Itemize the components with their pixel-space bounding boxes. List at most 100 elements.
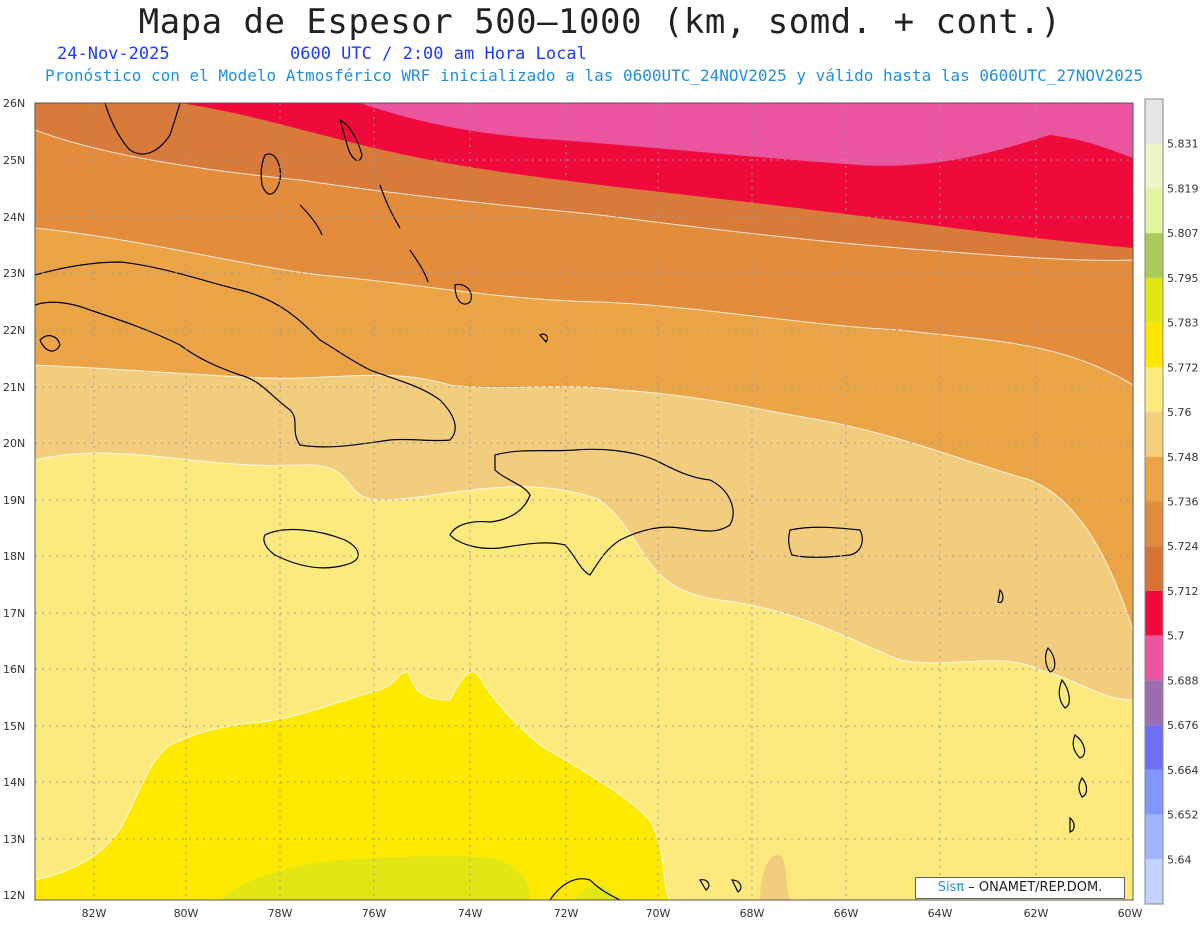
coast-florida (104, 103, 181, 155)
lon-label: 80W (174, 907, 199, 920)
coast-antilles-5 (1078, 776, 1088, 798)
colorbar-swatch (1145, 769, 1163, 815)
band-5748-spot (760, 854, 790, 900)
colorbar-swatch (1145, 814, 1163, 860)
coast-bahamas-andros (260, 153, 281, 195)
colorbar-label: 5.736 (1167, 496, 1199, 509)
lat-label: 14N (3, 776, 25, 789)
colorbar: 5.831 5.819 5.807 5.795 5.783 5.772 5.76 5.748 5… (1144, 98, 1199, 905)
forecast-subtitle: Pronóstico con el Modelo Atmosférico WRF… (45, 66, 1144, 85)
colorbar-swatch (1145, 233, 1163, 278)
lon-label: 62W (1024, 907, 1049, 920)
credit-box: Sisπ – ONAMET/REP.DOM. (915, 877, 1125, 899)
coast-curacao (731, 879, 742, 893)
lon-label: 78W (268, 907, 293, 920)
lat-label: 16N (3, 663, 25, 676)
lat-label: 25N (3, 154, 25, 167)
coast-bahamas-abaco (339, 118, 363, 161)
band-5783 (220, 856, 530, 900)
lat-label: 20N (3, 437, 25, 450)
colorbar-label: 5.772 (1167, 361, 1199, 374)
colorbar-label: 5.807 (1167, 227, 1199, 240)
credit-org: – ONAMET/REP.DOM. (964, 880, 1103, 895)
lat-label: 21N (3, 381, 25, 394)
lon-label: 76W (362, 907, 387, 920)
colorbar-swatch (1145, 367, 1163, 413)
lon-label: 74W (458, 907, 483, 920)
coast-south-america (549, 878, 621, 900)
colorbar-swatch (1145, 143, 1163, 189)
colorbar-label: 5.795 (1167, 272, 1199, 285)
map-shaded-field (35, 103, 1133, 900)
colorbar-swatch (1145, 188, 1163, 234)
lat-label: 19N (3, 494, 25, 507)
credit-sis: Sisπ (937, 880, 965, 895)
longitude-labels: 82W 80W 78W 76W 74W 72W 70W 68W 66W 64W … (82, 907, 1143, 920)
coast-turks (539, 333, 549, 343)
lat-label: 23N (3, 267, 25, 280)
contour-lines (35, 129, 1133, 900)
colorbar-label: 5.724 (1167, 540, 1199, 553)
colorbar-swatch (1145, 680, 1163, 726)
colorbar-swatch (1145, 590, 1163, 636)
lat-label: 18N (3, 550, 25, 563)
lon-label: 68W (740, 907, 765, 920)
coast-isla-juventud (39, 335, 61, 352)
coast-bahamas-eleuthera (379, 184, 401, 229)
colorbar-swatch (1145, 456, 1163, 502)
coast-bahamas-long (409, 249, 429, 283)
colorbar-label: 5.688 (1167, 674, 1199, 687)
coast-jamaica (263, 528, 359, 569)
coast-aruba (699, 879, 710, 891)
colorbar-label: 5.652 (1167, 809, 1199, 822)
gridlines (35, 103, 1133, 900)
map-frame (34, 102, 1134, 901)
colorbar-swatch (1145, 501, 1163, 547)
coast-antilles-3 (1058, 678, 1070, 709)
coast-bahamas-exuma (299, 204, 323, 236)
band-5772 (35, 671, 670, 900)
coast-hispaniola (449, 448, 734, 576)
coast-antilles-1 (997, 588, 1004, 604)
forecast-date: 24-Nov-2025 (57, 44, 170, 64)
colorbar-swatch (1145, 635, 1163, 681)
forecast-time: 0600 UTC / 2:00 am Hora Local (290, 44, 587, 64)
colorbar-label: 5.748 (1167, 451, 1199, 464)
lat-label: 13N (3, 833, 25, 846)
coast-antilles-2 (1044, 647, 1056, 673)
colorbar-swatch (1145, 546, 1163, 591)
colorbar-label: 5.819 (1167, 182, 1199, 195)
colorbar-label: 5.783 (1167, 317, 1199, 330)
coastlines (35, 103, 1088, 900)
lat-label: 17N (3, 607, 25, 620)
lon-label: 70W (646, 907, 671, 920)
colorbar-label: 5.831 (1167, 138, 1199, 151)
colorbar-swatch (1145, 412, 1163, 457)
lat-label: 24N (3, 211, 25, 224)
colorbar-swatch (1145, 725, 1163, 770)
coast-antilles-6 (1069, 816, 1075, 833)
colorbar-label: 5.664 (1167, 764, 1199, 777)
map-title: Mapa de Espesor 500—1000 (km, somd. + co… (138, 2, 1062, 42)
coast-bahamas-inagua (454, 283, 472, 305)
colorbar-label: 5.76 (1167, 406, 1192, 419)
coast-puerto-rico (788, 526, 863, 558)
coast-antilles-4 (1072, 734, 1086, 759)
coast-cuba (35, 261, 456, 448)
lon-label: 82W (82, 907, 107, 920)
lat-label: 12N (3, 889, 25, 902)
lon-label: 64W (928, 907, 953, 920)
colorbar-label: 5.676 (1167, 719, 1199, 732)
colorbar-label: 5.64 (1167, 853, 1192, 866)
colorbar-swatch (1145, 277, 1163, 323)
lat-label: 15N (3, 720, 25, 733)
lat-label: 22N (3, 324, 25, 337)
colorbar-swatch (1145, 322, 1163, 368)
colorbar-swatch (1145, 99, 1163, 144)
band-5783-islet (575, 885, 615, 900)
colorbar-frame (1144, 98, 1164, 905)
lat-label: 26N (3, 97, 25, 110)
lon-label: 66W (834, 907, 859, 920)
colorbar-label: 5.7 (1167, 630, 1185, 643)
